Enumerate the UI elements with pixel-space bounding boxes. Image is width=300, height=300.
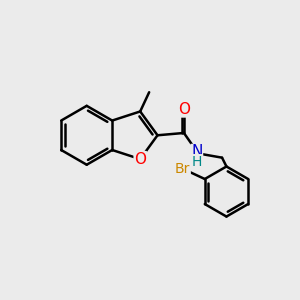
Text: N: N [191,145,202,160]
Text: Br: Br [175,162,190,176]
Text: O: O [178,102,190,117]
Text: H: H [192,155,202,169]
Text: O: O [134,152,146,166]
